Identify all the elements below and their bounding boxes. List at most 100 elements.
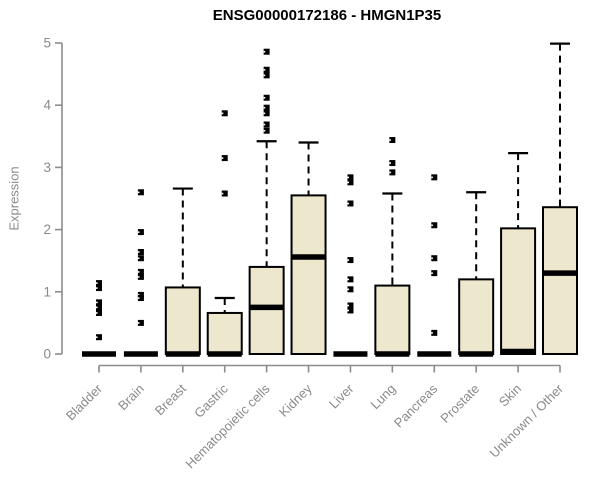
- box-lung: [374, 284, 411, 355]
- x-tick-label: Kidney: [276, 381, 315, 420]
- outlier-notch: [263, 112, 266, 115]
- outlier-point: [347, 286, 354, 293]
- outlier-point: [263, 72, 270, 79]
- outlier-point: [137, 273, 144, 280]
- outlier-point: [347, 276, 354, 283]
- x-tick-label: Prostate: [437, 381, 482, 426]
- outlier-point: [431, 255, 438, 262]
- x-tick-label: Bladder: [63, 381, 106, 424]
- box-kidney: [290, 194, 327, 355]
- chart-title: ENSG00000172186 - HMGN1P35: [212, 7, 442, 24]
- outlier-notch: [137, 276, 140, 278]
- outlier-point: [389, 169, 396, 176]
- outlier-notch: [431, 176, 433, 179]
- outlier-point: [137, 189, 144, 196]
- y-tick-label: 1: [43, 284, 51, 299]
- y-tick-label: 5: [43, 36, 51, 51]
- outlier-notch: [347, 288, 350, 291]
- outlier-point: [347, 302, 354, 309]
- outlier-notch: [221, 192, 224, 195]
- outlier-notch: [96, 282, 98, 284]
- outlier-point: [96, 334, 102, 341]
- y-tick-label: 0: [43, 347, 51, 362]
- outlier-point: [263, 66, 270, 73]
- box-hematopoietic-cells: [248, 265, 285, 356]
- outlier-notch: [347, 176, 350, 179]
- outlier-point: [347, 307, 354, 314]
- outlier-notch: [263, 96, 266, 99]
- outlier-point: [263, 121, 270, 128]
- outlier-point: [347, 257, 354, 264]
- box-prostate: [458, 278, 495, 355]
- outlier-notch: [137, 191, 140, 194]
- outlier-point: [221, 110, 228, 117]
- outlier-notch: [389, 162, 391, 164]
- outlier-point: [263, 127, 270, 134]
- x-tick-label: Pancreas: [391, 381, 441, 431]
- outlier-notch: [137, 294, 140, 296]
- x-tick-label: Gastric: [191, 381, 231, 421]
- outlier-notch: [347, 309, 350, 312]
- outlier-point: [431, 222, 438, 229]
- outlier-notch: [263, 106, 266, 109]
- outlier-notch: [347, 259, 350, 261]
- outlier-point: [137, 229, 144, 236]
- outlier-notch: [137, 231, 140, 233]
- outlier-point: [431, 174, 438, 181]
- outlier-notch: [263, 68, 266, 71]
- x-tick-label: Breast: [152, 381, 189, 418]
- outlier-point: [347, 179, 354, 186]
- outlier-point: [96, 285, 102, 292]
- y-tick-label: 4: [43, 98, 51, 113]
- outlier-point: [389, 160, 396, 167]
- outlier-point: [263, 110, 270, 117]
- x-tick-label: Liver: [326, 381, 357, 412]
- outlier-point: [347, 200, 354, 207]
- x-tick-label: Unknown / Other: [487, 381, 567, 461]
- outlier-point: [137, 291, 144, 298]
- outlier-point: [137, 295, 144, 302]
- outlier-notch: [137, 257, 140, 260]
- outlier-notch: [96, 306, 98, 309]
- outlier-notch: [221, 112, 224, 115]
- outlier-point: [263, 104, 270, 111]
- outlier-notch: [389, 171, 391, 174]
- outlier-point: [137, 319, 144, 326]
- outlier-notch: [263, 123, 266, 126]
- outlier-point: [263, 94, 270, 101]
- y-tick-label: 3: [43, 160, 51, 175]
- outlier-notch: [347, 181, 350, 184]
- outlier-notch: [347, 304, 350, 307]
- x-tick-label: Brain: [115, 381, 147, 413]
- outlier-notch: [96, 301, 98, 304]
- outlier-notch: [389, 139, 391, 141]
- outlier-notch: [137, 251, 140, 253]
- box-breast: [164, 286, 201, 356]
- outlier-notch: [137, 322, 140, 324]
- outlier-notch: [96, 312, 98, 314]
- outlier-notch: [263, 74, 266, 77]
- x-tick-label: Lung: [367, 381, 398, 412]
- outlier-notch: [431, 257, 433, 260]
- outlier-notch: [137, 297, 140, 299]
- y-tick-label: 2: [43, 222, 51, 237]
- outlier-notch: [431, 224, 433, 227]
- x-tick-label: Skin: [496, 381, 524, 409]
- outlier-point: [96, 304, 102, 311]
- outlier-notch: [96, 287, 98, 289]
- box-unknown-other: [542, 206, 578, 355]
- outlier-notch: [137, 271, 140, 273]
- box-skin: [500, 227, 537, 355]
- outlier-point: [96, 309, 102, 316]
- outlier-point: [96, 280, 102, 287]
- box-gastric: [206, 311, 243, 355]
- outlier-notch: [347, 202, 350, 205]
- outlier-point: [221, 155, 228, 162]
- outlier-notch: [431, 272, 433, 274]
- outlier-notch: [347, 278, 350, 281]
- outlier-point: [137, 248, 144, 255]
- outlier-point: [431, 270, 438, 277]
- outlier-point: [137, 268, 144, 275]
